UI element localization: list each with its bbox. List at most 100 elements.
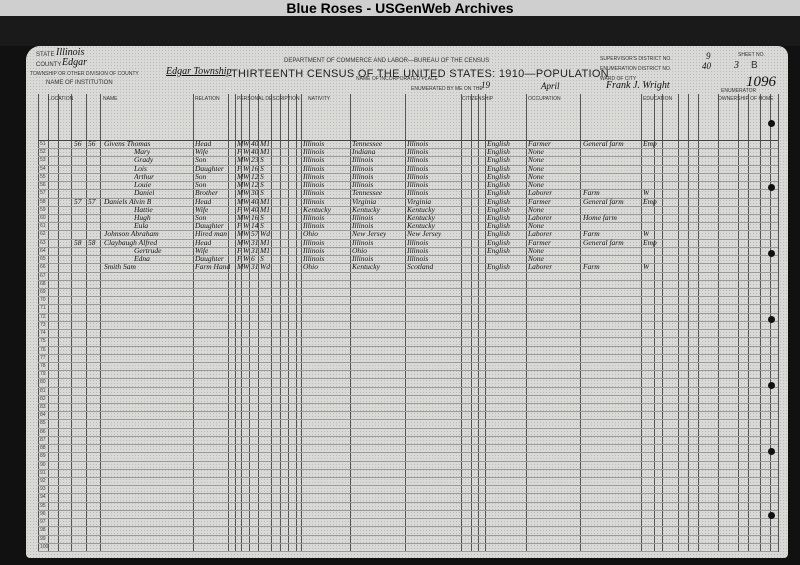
record-age: 14 xyxy=(251,221,259,231)
record-age: 40 xyxy=(251,147,259,157)
record-marital: Wd xyxy=(260,262,270,272)
row-number: 63 xyxy=(40,239,46,246)
row-number: 99 xyxy=(40,535,46,542)
record-marital: S xyxy=(260,188,264,198)
column-header: Name xyxy=(103,96,118,102)
stamp-number: 1096 xyxy=(746,74,776,90)
row-rule xyxy=(38,386,778,388)
record-occupation: Laborer xyxy=(528,229,553,239)
record-language: English xyxy=(487,237,510,247)
record-sex: M xyxy=(237,171,244,181)
record-relation: Hired man xyxy=(195,229,228,239)
record-age: 16 xyxy=(251,163,259,173)
column-rule xyxy=(235,94,236,552)
record-mother-birth: Illinois xyxy=(407,237,429,247)
record-family: 58 xyxy=(88,237,96,247)
row-number: 54 xyxy=(40,165,46,172)
row-rule xyxy=(38,542,778,544)
record-birth: Ohio xyxy=(303,229,318,239)
record-age: 30 xyxy=(251,188,259,198)
row-number: 87 xyxy=(40,436,46,443)
record-name: Arthur xyxy=(134,171,155,181)
row-number: 75 xyxy=(40,338,46,345)
row-number: 83 xyxy=(40,404,46,411)
record-race: W xyxy=(243,254,250,264)
row-number: 97 xyxy=(40,519,46,526)
record-marital: S xyxy=(260,180,264,190)
record-race: W xyxy=(243,147,250,157)
column-rule xyxy=(461,94,462,552)
record-mother-birth: Illinois xyxy=(407,188,429,198)
column-header: Location xyxy=(48,96,74,102)
record-relation: Wife xyxy=(195,204,209,214)
record-marital: S xyxy=(260,212,264,222)
row-rule xyxy=(38,444,778,446)
ward-label: Ward of city xyxy=(600,76,637,82)
record-occupation: None xyxy=(528,254,544,264)
record-birth: Illinois xyxy=(303,237,325,247)
record-family: 56 xyxy=(88,139,96,148)
row-number: 72 xyxy=(40,313,46,320)
record-sex: F xyxy=(237,163,242,173)
row-number: 84 xyxy=(40,412,46,419)
row-rule xyxy=(38,189,778,191)
record-language: English xyxy=(487,229,510,239)
column-rule xyxy=(48,94,49,552)
record-name: Hugh xyxy=(134,212,151,222)
record-mother-birth: Illinois xyxy=(407,155,429,165)
record-name: Givens Thomas xyxy=(104,139,151,148)
row-rule xyxy=(38,148,778,150)
row-rule xyxy=(38,238,778,240)
row-rule xyxy=(38,435,778,437)
record-name: Edna xyxy=(134,254,150,264)
row-number: 100 xyxy=(40,543,49,550)
record-birth: Illinois xyxy=(303,180,325,190)
enumerator-name: Frank J. Wright xyxy=(606,80,670,91)
record-age: 12 xyxy=(251,171,259,181)
column-rule xyxy=(249,94,250,552)
record-occupation: None xyxy=(528,204,544,214)
row-rule xyxy=(38,394,778,396)
row-number: 69 xyxy=(40,288,46,295)
record-age: 12 xyxy=(251,180,259,190)
row-rule xyxy=(38,181,778,183)
row-number: 51 xyxy=(40,141,46,147)
record-age: 23 xyxy=(251,155,259,165)
column-header: Personal description xyxy=(237,96,300,102)
record-name: Mary xyxy=(134,147,151,157)
record-father-birth: Tennessee xyxy=(352,139,383,148)
row-rule xyxy=(38,468,778,470)
record-industry: Farm xyxy=(583,188,600,198)
column-rule xyxy=(271,94,272,552)
record-birth: Illinois xyxy=(303,163,325,173)
row-number: 67 xyxy=(40,272,46,279)
record-relation: Son xyxy=(195,155,207,165)
record-father-birth: Illinois xyxy=(352,180,374,190)
record-relation: Wife xyxy=(195,147,209,157)
row-rule xyxy=(38,230,778,232)
row-number: 56 xyxy=(40,182,46,189)
enumerated-label: Enumerated by me on the xyxy=(411,86,483,92)
record-father-birth: Indiana xyxy=(352,147,376,157)
record-race: W xyxy=(243,245,250,255)
record-race: W xyxy=(243,229,250,239)
column-rule xyxy=(485,94,486,552)
row-rule xyxy=(38,526,778,528)
column-header: Citizenship xyxy=(462,96,494,102)
row-number: 78 xyxy=(40,362,46,369)
row-rule xyxy=(38,378,778,380)
record-sex: M xyxy=(237,155,244,165)
binder-hole xyxy=(768,382,775,389)
row-number: 88 xyxy=(40,445,46,452)
row-number: 95 xyxy=(40,502,46,509)
record-marital: S xyxy=(260,163,264,173)
row-rule xyxy=(38,287,778,289)
row-number: 59 xyxy=(40,206,46,213)
record-birth: Illinois xyxy=(303,155,325,165)
record-language: English xyxy=(487,262,510,272)
form-title: THIRTEENTH CENSUS OF THE UNITED STATES: … xyxy=(231,68,609,80)
record-race: W xyxy=(243,163,250,173)
record-family: 57 xyxy=(88,196,96,206)
supervisor-district-value: 9 xyxy=(706,51,711,61)
row-rule xyxy=(38,156,778,158)
